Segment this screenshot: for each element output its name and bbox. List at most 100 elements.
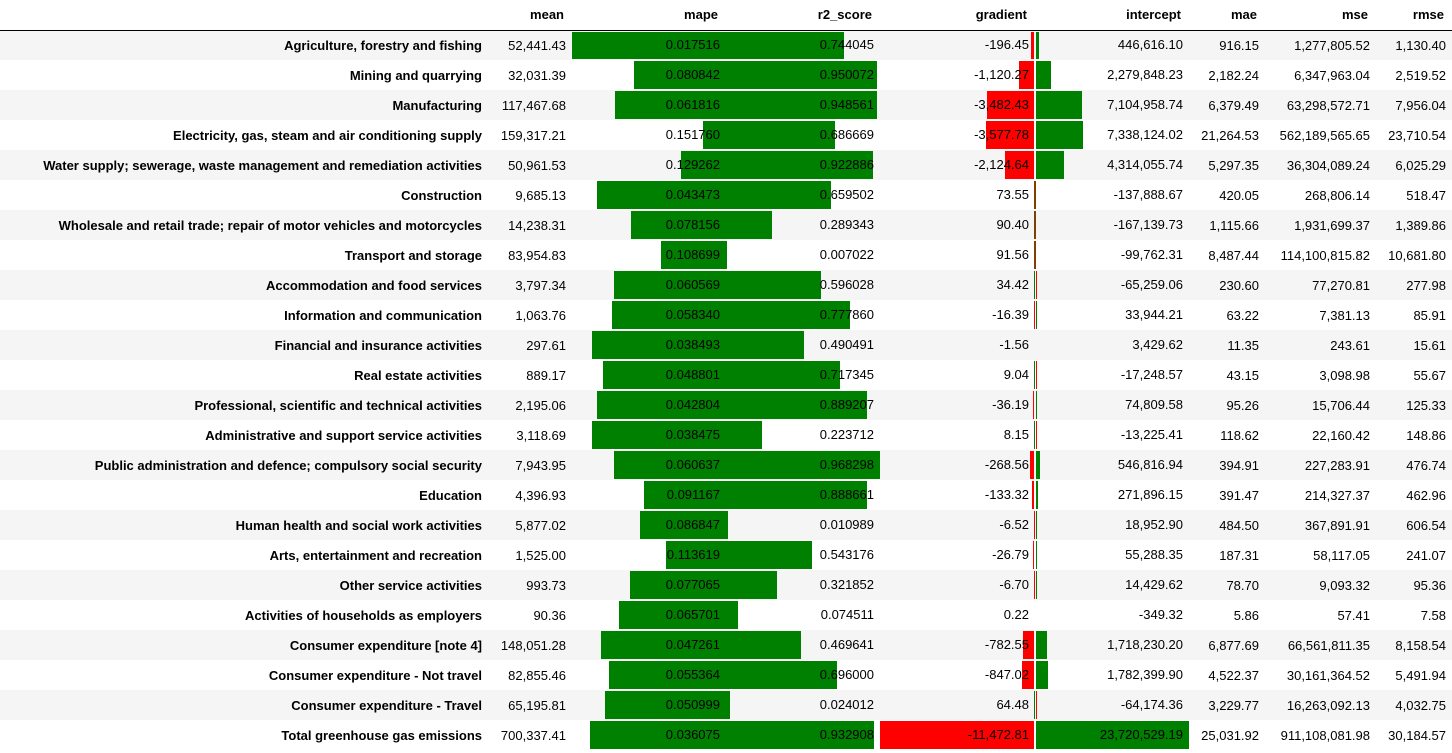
header-row: mean mape r2_score gradient intercept ma… (0, 0, 1452, 31)
cell-gradient: 34.42 (880, 270, 1035, 300)
cell-gradient: -36.19 (880, 390, 1035, 420)
table-row: Water supply; sewerage, waste management… (0, 150, 1452, 180)
col-header-rmse[interactable]: rmse (1376, 0, 1452, 31)
gradient-value: 9.04 (1003, 367, 1029, 382)
cell-mape: 0.042804 (572, 390, 726, 420)
cell-mean: 297.61 (526, 337, 566, 353)
row-label: Accommodation and food services (266, 277, 482, 293)
cell-mean: 3,797.34 (515, 277, 566, 293)
cell-mae: 394.91 (1219, 457, 1259, 473)
bar-mape (597, 181, 726, 209)
table-row: Public administration and defence; compu… (0, 450, 1452, 480)
table-row: Manufacturing 117,467.68 0.061816 0.948561 -… (0, 90, 1452, 120)
bar-mape (631, 211, 726, 239)
cell-mse: 214,327.37 (1304, 487, 1370, 503)
cell-mae: 78.70 (1226, 577, 1259, 593)
row-label: Wholesale and retail trade; repair of mo… (58, 217, 482, 233)
col-header-gradient[interactable]: gradient (880, 0, 1035, 31)
bar-r2-score (726, 661, 837, 689)
cell-r2-score: 0.596028 (726, 270, 880, 300)
cell-intercept: 55,288.35 (1035, 540, 1189, 570)
bar-intercept (1036, 151, 1064, 179)
intercept-value: 3,429.62 (1132, 337, 1183, 352)
intercept-value: -65,259.06 (1120, 277, 1183, 292)
gradient-value: -1,120.27 (974, 67, 1029, 82)
bar-r2-score (726, 391, 868, 419)
cell-gradient: -16.39 (880, 300, 1035, 330)
r2-score-value: 0.889207 (819, 397, 874, 412)
bar-mape (590, 721, 726, 749)
table-header: mean mape r2_score gradient intercept ma… (0, 0, 1452, 31)
cell-mae: 95.26 (1226, 397, 1259, 413)
row-label: Consumer expenditure - Not travel (268, 667, 482, 683)
cell-mape: 0.038493 (572, 330, 726, 360)
cell-mean: 3,118.69 (516, 427, 566, 443)
cell-intercept: 7,338,124.02 (1035, 120, 1189, 150)
table-row: Electricity, gas, steam and air conditio… (0, 120, 1452, 150)
bar-r2-score (726, 451, 880, 479)
cell-mape: 0.113619 (572, 540, 726, 570)
gradient-value: 0.22 (1003, 607, 1029, 622)
intercept-value: -99,762.31 (1120, 247, 1183, 262)
cell-mae: 484.50 (1219, 517, 1259, 533)
cell-mean: 1,525.00 (515, 547, 566, 563)
cell-intercept: 33,944.21 (1035, 300, 1189, 330)
cell-rmse: 606.54 (1406, 517, 1446, 533)
cell-r2-score: 0.686669 (726, 120, 880, 150)
cell-mae: 11.35 (1227, 337, 1259, 353)
col-header-mape[interactable]: mape (572, 0, 726, 31)
row-label: Total greenhouse gas emissions (281, 727, 482, 743)
cell-rmse: 518.47 (1406, 187, 1446, 203)
gradient-value: -3,577.78 (974, 127, 1029, 142)
row-label: Information and communication (284, 307, 482, 323)
row-label: Education (419, 487, 482, 503)
gradient-value: -6.70 (999, 577, 1029, 592)
col-header-intercept[interactable]: intercept (1035, 0, 1189, 31)
mape-value: 0.055364 (665, 667, 720, 682)
bar-mape (592, 421, 726, 449)
cell-mae: 6,877.69 (1208, 637, 1259, 653)
bar-r2-score (726, 31, 845, 59)
cell-mse: 30,161,364.52 (1286, 667, 1370, 683)
cell-gradient: -1,120.27 (880, 60, 1035, 90)
bar-r2-score (726, 301, 850, 329)
r2-score-value: 0.744045 (819, 37, 874, 53)
cell-mae: 25,031.92 (1201, 727, 1259, 743)
bar-mape (615, 91, 726, 119)
cell-intercept: 271,896.15 (1035, 480, 1189, 510)
bar-mape (592, 331, 726, 359)
bar-r2-score (726, 721, 875, 749)
cell-mape: 0.129262 (572, 150, 726, 180)
intercept-value: 4,314,055.74 (1107, 157, 1183, 172)
table-row: Professional, scientific and technical a… (0, 390, 1452, 420)
bar-r2-score (726, 331, 804, 359)
col-header-r2-score[interactable]: r2_score (726, 0, 880, 31)
col-header-mean[interactable]: mean (488, 0, 572, 31)
bar-r2-score (726, 91, 877, 119)
cell-gradient: -2,124.64 (880, 150, 1035, 180)
col-header-mse[interactable]: mse (1265, 0, 1376, 31)
cell-mse: 1,931,699.37 (1294, 217, 1370, 233)
bar-intercept (1036, 91, 1082, 119)
cell-r2-score: 0.223712 (726, 420, 880, 450)
cell-mae: 8,487.44 (1208, 247, 1259, 263)
cell-gradient: -3,577.78 (880, 120, 1035, 150)
r2-score-value: 0.950072 (819, 67, 874, 82)
intercept-value: 55,288.35 (1125, 547, 1183, 562)
cell-r2-score: 0.321852 (726, 570, 880, 600)
bar-mape (702, 121, 726, 149)
cell-mse: 367,891.91 (1304, 517, 1370, 533)
cell-mape: 0.058340 (572, 300, 726, 330)
cell-mae: 43.15 (1226, 367, 1259, 383)
mape-value: 0.060637 (665, 457, 720, 472)
bar-r2-score (726, 271, 821, 299)
intercept-value: 18,952.90 (1125, 517, 1183, 532)
bar-gradient (987, 91, 1034, 119)
bar-intercept (1036, 721, 1189, 749)
cell-gradient: 8.15 (880, 420, 1035, 450)
cell-mae: 3,229.77 (1208, 697, 1259, 713)
cell-rmse: 95.36 (1413, 577, 1446, 593)
col-header-mae[interactable]: mae (1189, 0, 1265, 31)
cell-mape: 0.036075 (572, 720, 726, 750)
cell-rmse: 125.33 (1406, 397, 1446, 413)
